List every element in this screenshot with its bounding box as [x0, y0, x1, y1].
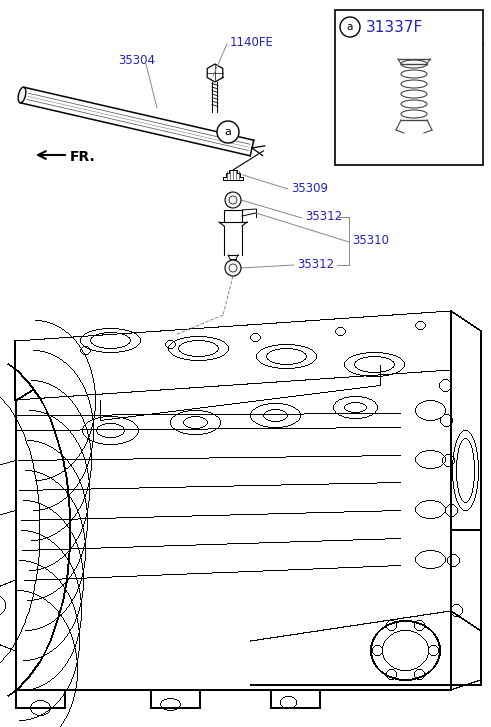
Text: 31337F: 31337F: [366, 20, 423, 34]
Text: 1140FE: 1140FE: [230, 36, 274, 49]
Text: 35304: 35304: [118, 54, 155, 66]
Circle shape: [340, 17, 360, 37]
Bar: [335, 10, 483, 165]
Text: a: a: [224, 127, 231, 137]
Circle shape: [225, 260, 241, 276]
Text: a: a: [347, 22, 353, 32]
Text: 35309: 35309: [291, 182, 328, 195]
Circle shape: [225, 192, 241, 208]
Text: FR.: FR.: [70, 150, 96, 164]
Text: 35310: 35310: [352, 235, 389, 247]
Circle shape: [217, 121, 239, 143]
Text: 35312: 35312: [305, 211, 342, 223]
Ellipse shape: [18, 87, 26, 103]
Text: 35312: 35312: [297, 257, 334, 270]
